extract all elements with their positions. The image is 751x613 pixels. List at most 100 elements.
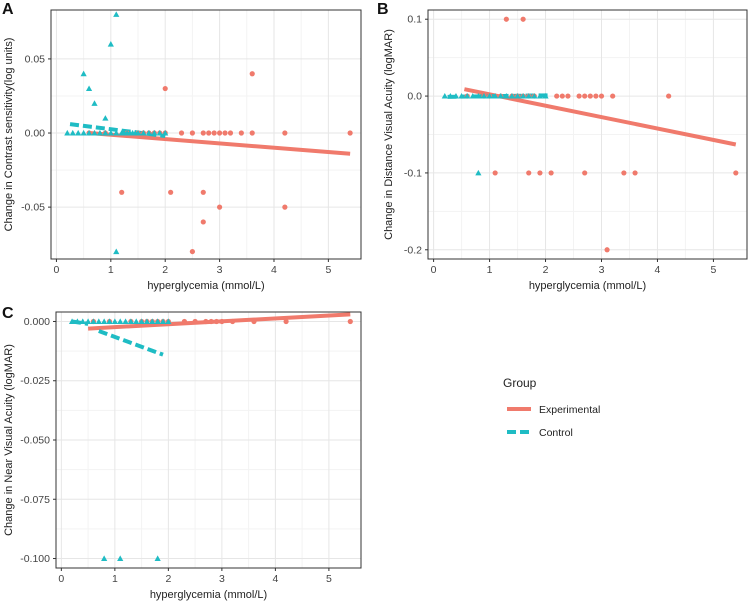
point-experimental xyxy=(526,170,532,176)
point-control xyxy=(542,92,549,99)
point-experimental xyxy=(632,170,638,176)
point-control xyxy=(113,129,120,136)
point-control xyxy=(156,129,163,136)
point-control xyxy=(133,318,140,324)
point-experimental xyxy=(200,189,206,195)
point-control xyxy=(475,169,482,176)
panel-c-letter: C xyxy=(2,305,14,322)
point-control xyxy=(80,70,87,77)
point-control xyxy=(85,85,93,92)
point-experimental xyxy=(251,318,257,325)
point-experimental xyxy=(189,248,196,255)
y-tick-label: -0.05 xyxy=(21,202,45,214)
point-control xyxy=(458,92,465,99)
point-experimental xyxy=(219,318,225,325)
point-experimental xyxy=(582,170,588,176)
point-control xyxy=(117,318,124,324)
point-control xyxy=(122,318,129,324)
point-control xyxy=(85,318,92,324)
point-control xyxy=(64,129,71,136)
y-tick-label: 0.1 xyxy=(407,14,422,26)
point-control xyxy=(107,129,114,136)
point-experimental xyxy=(181,318,188,325)
point-control xyxy=(102,129,109,136)
point-control xyxy=(452,92,460,99)
point-experimental xyxy=(283,318,289,325)
point-experimental xyxy=(178,130,185,136)
panel-b: B 0 1 2 3 4 5 -0.2 -0.1 0.0 0.1 hyperglycemia (mmo… xyxy=(377,1,748,292)
x-tick-label: 1 xyxy=(487,264,493,276)
regression-line-control xyxy=(98,329,164,357)
point-experimental xyxy=(492,170,498,176)
y-tick-label: 0.0 xyxy=(407,91,422,103)
y-tick-label: -0.050 xyxy=(20,435,50,447)
point-control xyxy=(151,129,158,136)
point-control xyxy=(531,92,538,99)
x-tick-label: 3 xyxy=(217,264,223,276)
point-experimental xyxy=(733,170,739,176)
x-tick-label: 2 xyxy=(162,264,168,276)
x-tick-label: 5 xyxy=(326,573,332,585)
point-control xyxy=(95,318,102,324)
plot-frame xyxy=(55,311,362,569)
point-experimental xyxy=(213,318,220,325)
point-control xyxy=(90,318,97,324)
point-control xyxy=(486,92,493,99)
point-control xyxy=(91,100,98,106)
x-tick-label: 0 xyxy=(58,573,64,585)
point-control xyxy=(149,318,156,324)
x-tick-label: 2 xyxy=(543,264,549,276)
point-control xyxy=(492,92,499,99)
y-tick-label: 0.00 xyxy=(25,128,46,140)
legend: Group Experimental Control xyxy=(503,376,600,439)
point-control xyxy=(74,318,81,324)
point-experimental xyxy=(119,189,125,195)
point-control xyxy=(91,129,98,136)
point-experimental xyxy=(587,93,593,99)
x-tick-label: 0 xyxy=(431,264,437,276)
point-control xyxy=(69,129,76,136)
legend-title: Group xyxy=(503,376,537,390)
point-control xyxy=(469,92,476,99)
point-experimental xyxy=(216,130,223,136)
x-axis-title: hyperglycemia (mmol/L) xyxy=(147,280,264,292)
y-axis-title: Change in Contrast sensitivity(log units… xyxy=(3,38,15,232)
regression-line-experimental xyxy=(87,312,351,331)
point-control xyxy=(111,318,118,324)
y-tick-label: -0.100 xyxy=(20,553,50,565)
point-control xyxy=(113,248,120,255)
point-experimental xyxy=(249,71,255,77)
point-experimental xyxy=(192,318,198,325)
point-control xyxy=(475,92,482,99)
legend-label-control: Control xyxy=(539,427,573,439)
point-experimental xyxy=(200,219,206,225)
y-tick-label: -0.1 xyxy=(404,167,422,179)
x-tick-label: 5 xyxy=(325,264,331,276)
y-axis-title: Change in Near Visual Acuity (logMAR) xyxy=(3,344,15,536)
point-control xyxy=(536,92,544,99)
point-control xyxy=(145,129,152,136)
x-tick-label: 1 xyxy=(108,264,114,276)
point-experimental xyxy=(162,85,168,92)
point-experimental xyxy=(610,93,616,99)
point-control xyxy=(85,129,93,136)
point-control xyxy=(75,129,82,136)
point-experimental xyxy=(347,130,353,136)
point-control xyxy=(497,92,504,99)
x-tick-label: 2 xyxy=(165,573,171,585)
point-control xyxy=(79,318,86,324)
legend-label-experimental: Experimental xyxy=(539,404,600,416)
point-control xyxy=(520,92,527,99)
point-control xyxy=(503,92,510,99)
panel-a: A 0 1 2 3 4 5 -0.05 0.00 0.05 hyperglycemia (mmol… xyxy=(2,1,362,292)
point-control xyxy=(464,92,471,99)
point-experimental xyxy=(216,204,223,210)
point-experimental xyxy=(537,170,543,176)
point-control xyxy=(154,318,161,324)
point-experimental xyxy=(520,16,526,22)
y-tick-label: -0.075 xyxy=(20,494,50,506)
point-experimental xyxy=(576,93,582,99)
y-tick-label: -0.2 xyxy=(404,244,422,256)
